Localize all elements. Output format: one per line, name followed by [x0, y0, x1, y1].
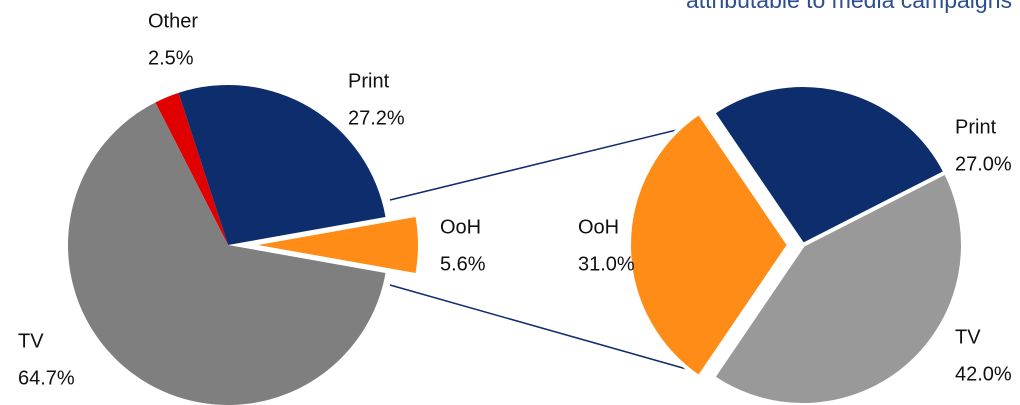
slice-label: Print: [955, 116, 997, 138]
slice-label: OoH: [578, 216, 619, 238]
slice-value-label: 2.5%: [148, 47, 194, 69]
pie-slice: [68, 102, 386, 405]
pie-slice: [258, 216, 419, 274]
slice-label: OoH: [440, 216, 481, 238]
slice-value-label: 64.7%: [18, 367, 75, 389]
slice-label: TV: [18, 330, 44, 352]
slice-value-label: 27.0%: [955, 153, 1012, 175]
pie-slice: [155, 92, 228, 245]
pie-slice: [711, 170, 965, 405]
slice-value-label: 5.6%: [440, 253, 486, 275]
slice-label: TV: [955, 326, 981, 348]
pie-slice: [627, 110, 791, 380]
chart-title: attributable to media campaigns: [686, 0, 1012, 13]
slice-label: Print: [348, 70, 390, 92]
connector-line: [389, 284, 698, 373]
slice-value-label: 31.0%: [578, 253, 635, 275]
pie-slice: [178, 84, 386, 245]
pie-slice: [711, 83, 948, 247]
connector-line: [389, 124, 698, 201]
slice-label: Other: [148, 10, 198, 32]
slice-value-label: 27.2%: [348, 107, 405, 129]
slice-value-label: 42.0%: [955, 363, 1012, 385]
